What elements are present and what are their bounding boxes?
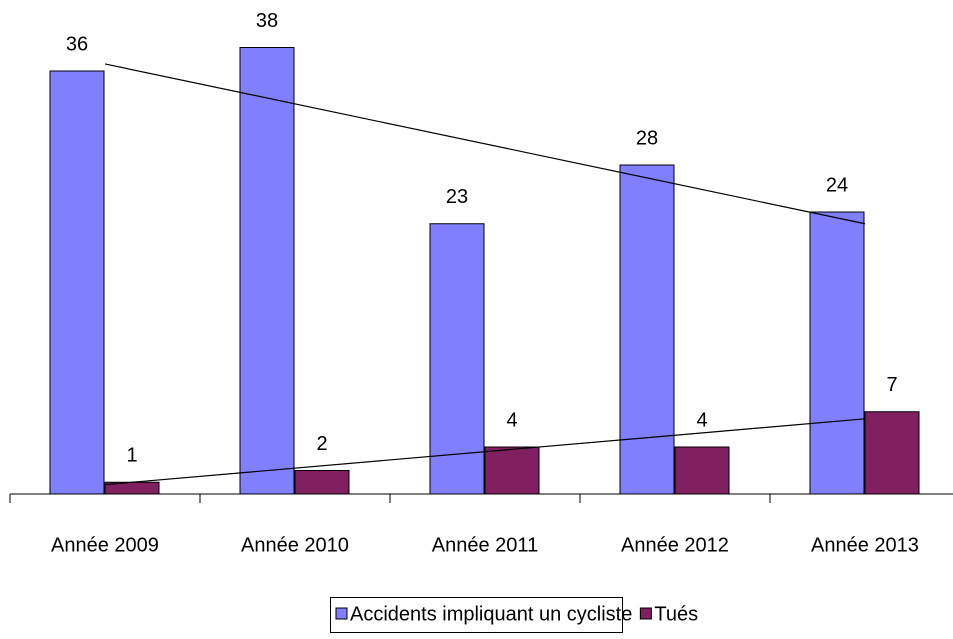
bar — [864, 411, 920, 495]
x-tick-label: Année 2009 — [51, 534, 159, 556]
data-label: 24 — [826, 174, 848, 196]
data-label: 36 — [66, 33, 88, 55]
trend-line — [104, 63, 866, 225]
bar — [429, 223, 485, 495]
data-label: 38 — [256, 10, 278, 32]
bar — [484, 446, 540, 495]
bar — [809, 211, 865, 495]
x-tick-label: Année 2010 — [241, 534, 349, 556]
data-label: 23 — [446, 186, 468, 208]
data-label: 1 — [126, 445, 137, 467]
legend-box — [330, 597, 623, 633]
data-label: 2 — [316, 433, 327, 455]
legend-swatch — [639, 607, 652, 620]
data-label: 4 — [506, 409, 517, 431]
data-label: 4 — [696, 409, 707, 431]
data-label: 7 — [886, 374, 897, 396]
bar — [49, 70, 105, 495]
bar — [239, 47, 295, 495]
bar — [674, 446, 730, 495]
trend-line — [104, 418, 866, 486]
data-label: 28 — [636, 127, 658, 149]
bar — [294, 470, 350, 495]
x-tick-label: Année 2011 — [432, 534, 538, 556]
legend-label: Accidents impliquant un cycliste — [350, 603, 632, 625]
legend-swatch — [335, 607, 348, 620]
legend-label: Tués — [654, 603, 698, 625]
x-tick-label: Année 2013 — [811, 534, 919, 556]
bar — [619, 164, 675, 495]
x-tick-label: Année 2012 — [621, 534, 729, 556]
